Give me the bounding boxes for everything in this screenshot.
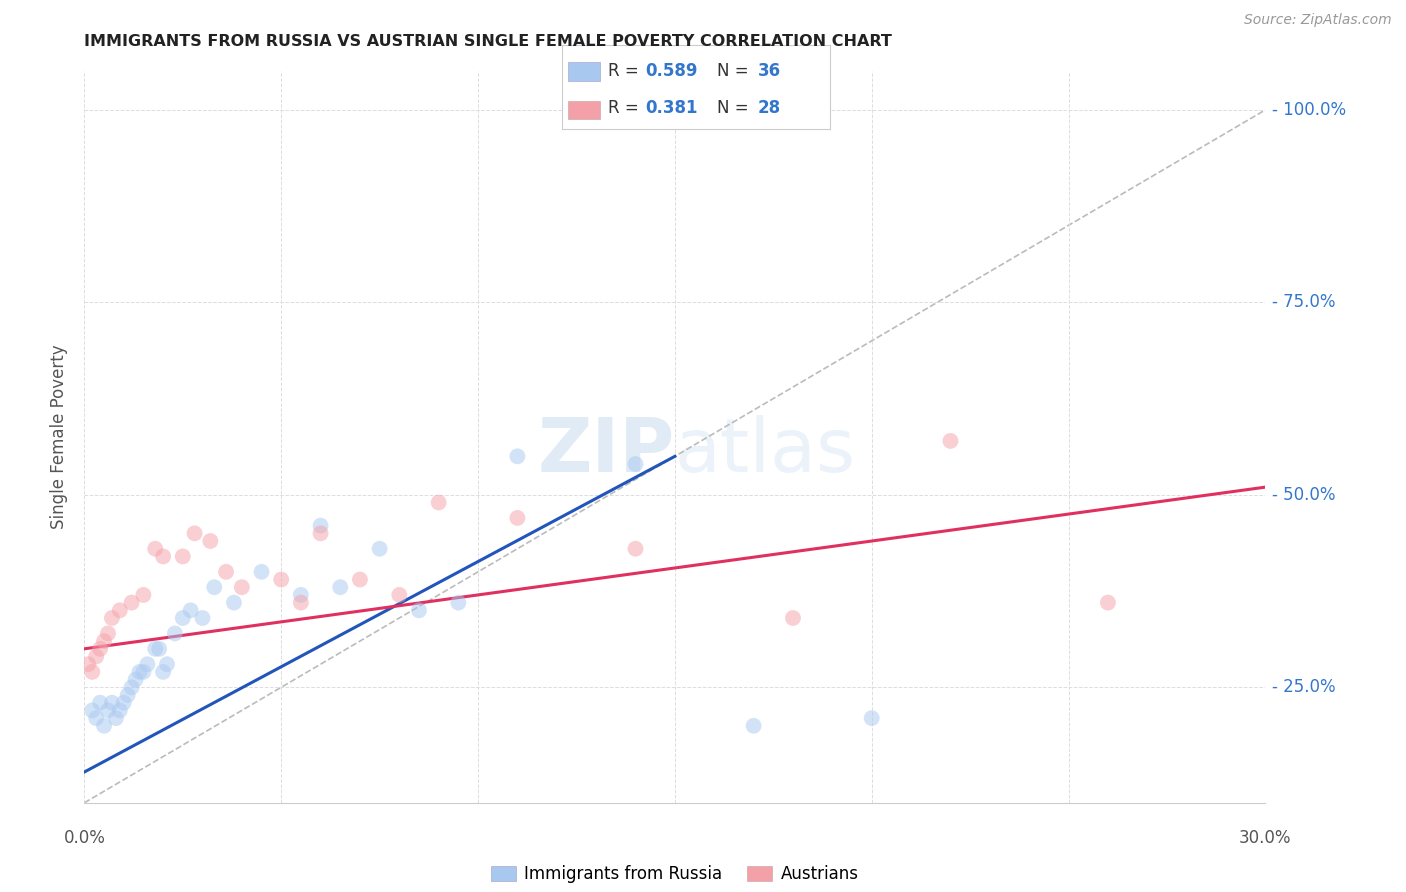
- Text: ZIP: ZIP: [537, 415, 675, 488]
- Text: - 50.0%: - 50.0%: [1272, 486, 1336, 504]
- Point: [172, 549, 194, 564]
- Point: [148, 641, 170, 656]
- Text: 36: 36: [758, 62, 780, 80]
- Point: [104, 711, 127, 725]
- Point: [152, 665, 174, 679]
- Point: [860, 711, 883, 725]
- Point: [447, 596, 470, 610]
- Point: [1097, 596, 1119, 610]
- Point: [132, 588, 155, 602]
- Text: 0.589: 0.589: [645, 62, 697, 80]
- Text: N =: N =: [717, 62, 754, 80]
- Point: [624, 541, 647, 556]
- Point: [408, 603, 430, 617]
- Point: [84, 649, 107, 664]
- Point: [82, 703, 104, 717]
- Point: [121, 596, 143, 610]
- Text: R =: R =: [607, 99, 644, 117]
- Point: [368, 541, 391, 556]
- Point: [215, 565, 238, 579]
- Point: [82, 665, 104, 679]
- Point: [117, 688, 139, 702]
- Point: [97, 626, 120, 640]
- Point: [108, 603, 131, 617]
- Point: [143, 641, 166, 656]
- Point: [112, 696, 135, 710]
- Point: [132, 665, 155, 679]
- Point: [84, 711, 107, 725]
- Point: [191, 611, 214, 625]
- Point: [101, 611, 124, 625]
- Point: [97, 703, 120, 717]
- Point: [349, 573, 371, 587]
- Point: [101, 696, 124, 710]
- Bar: [568, 101, 600, 120]
- Point: [270, 573, 292, 587]
- Text: - 75.0%: - 75.0%: [1272, 293, 1336, 311]
- Point: [202, 580, 225, 594]
- Point: [136, 657, 159, 672]
- Point: [128, 665, 150, 679]
- Point: [143, 541, 166, 556]
- Text: - 25.0%: - 25.0%: [1272, 678, 1336, 697]
- Point: [290, 596, 312, 610]
- Text: N =: N =: [717, 99, 754, 117]
- Point: [388, 588, 411, 602]
- Point: [231, 580, 253, 594]
- Point: [309, 518, 332, 533]
- Point: [163, 626, 186, 640]
- Point: [89, 641, 111, 656]
- Point: [329, 580, 352, 594]
- Text: 0.381: 0.381: [645, 99, 697, 117]
- Text: atlas: atlas: [675, 415, 856, 488]
- Text: 28: 28: [758, 99, 780, 117]
- Point: [624, 457, 647, 471]
- Text: - 100.0%: - 100.0%: [1272, 101, 1347, 119]
- Point: [124, 673, 146, 687]
- Point: [742, 719, 765, 733]
- Point: [93, 634, 115, 648]
- Point: [108, 703, 131, 717]
- Point: [121, 681, 143, 695]
- Point: [939, 434, 962, 448]
- Point: [222, 596, 245, 610]
- Point: [172, 611, 194, 625]
- Point: [782, 611, 804, 625]
- Bar: [568, 62, 600, 81]
- Point: [427, 495, 450, 509]
- Text: R =: R =: [607, 62, 644, 80]
- Point: [250, 565, 273, 579]
- Text: 0.0%: 0.0%: [63, 829, 105, 847]
- Point: [89, 696, 111, 710]
- Point: [309, 526, 332, 541]
- Text: Source: ZipAtlas.com: Source: ZipAtlas.com: [1244, 13, 1392, 28]
- Legend: Immigrants from Russia, Austrians: Immigrants from Russia, Austrians: [484, 858, 866, 889]
- Point: [183, 526, 205, 541]
- Point: [180, 603, 202, 617]
- Text: 30.0%: 30.0%: [1239, 829, 1292, 847]
- Point: [156, 657, 179, 672]
- Point: [93, 719, 115, 733]
- Y-axis label: Single Female Poverty: Single Female Poverty: [51, 345, 69, 529]
- Point: [506, 450, 529, 464]
- Point: [200, 534, 222, 549]
- Point: [290, 588, 312, 602]
- Point: [152, 549, 174, 564]
- Point: [77, 657, 100, 672]
- Point: [506, 511, 529, 525]
- Text: IMMIGRANTS FROM RUSSIA VS AUSTRIAN SINGLE FEMALE POVERTY CORRELATION CHART: IMMIGRANTS FROM RUSSIA VS AUSTRIAN SINGL…: [84, 34, 893, 49]
